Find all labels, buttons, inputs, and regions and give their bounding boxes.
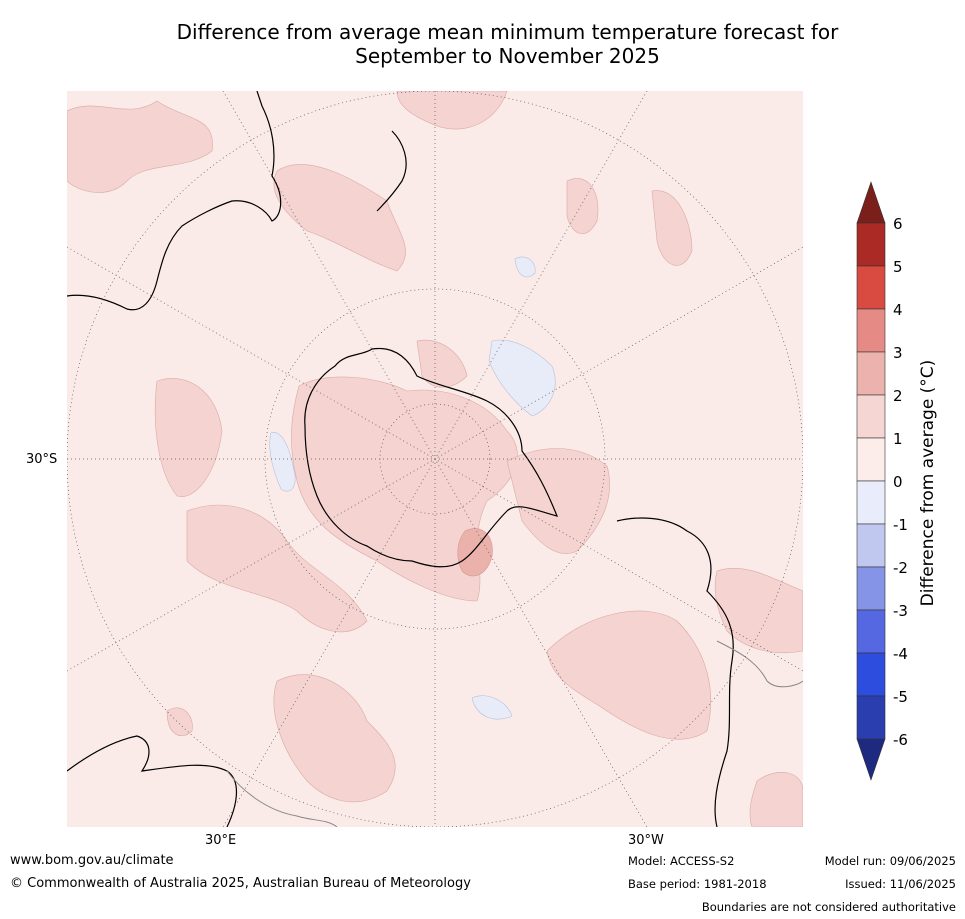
latitude-circle <box>264 288 606 630</box>
model-run-text: Model run: 09/06/2025 <box>824 854 956 868</box>
anomaly-patch <box>67 100 213 193</box>
colorbar-segment <box>856 351 886 396</box>
antarctica-coastline <box>304 347 558 568</box>
colorbar-segment <box>856 695 886 740</box>
colorbar-svg <box>856 181 886 781</box>
colorbar-tick: 4 <box>893 301 903 319</box>
anomaly-patch <box>749 772 803 827</box>
colorbar-title: Difference from average (°C) <box>918 359 938 607</box>
colorbar-segment <box>856 222 886 267</box>
anomaly-1to2-regions <box>67 91 803 827</box>
anomaly-patch <box>396 91 508 130</box>
anomaly-patch <box>273 164 406 272</box>
colorbar-segment <box>856 437 886 482</box>
colorbar-tick: -6 <box>893 731 908 749</box>
title-line-1: Difference from average mean minimum tem… <box>176 20 839 44</box>
anomaly-patch <box>488 339 556 417</box>
website-link[interactable]: www.bom.gov.au/climate <box>10 853 174 868</box>
anomaly-patch <box>714 567 803 654</box>
anomaly-patch <box>269 432 296 492</box>
colorbar <box>855 180 887 786</box>
anomaly-patch <box>651 190 693 266</box>
anomaly-patch <box>506 448 610 554</box>
colorbar-extend-min <box>856 738 886 781</box>
africa-coastline <box>67 735 238 827</box>
colorbar-tick: -2 <box>893 559 908 577</box>
anomaly-patch <box>416 339 468 388</box>
colorbar-segment <box>856 308 886 353</box>
anomaly-patch <box>154 378 223 497</box>
new-zealand-coastline <box>376 130 407 212</box>
colorbar-tick: -4 <box>893 645 908 663</box>
map-svg <box>67 91 803 827</box>
colorbar-segment <box>856 480 886 525</box>
meridian-line <box>222 91 648 827</box>
anomaly-neg1to0-regions <box>269 256 556 720</box>
lat-30s-label: 30°S <box>26 452 58 467</box>
anomaly-patch <box>514 256 536 278</box>
disclaimer-text: Boundaries are not considered authoritat… <box>701 900 956 914</box>
colorbar-tick: -5 <box>893 688 908 706</box>
lon-30e-label: 30°E <box>205 833 237 848</box>
anomaly-patch <box>471 695 513 720</box>
colorbar-segment <box>856 394 886 439</box>
colorbar-tick: -1 <box>893 516 908 534</box>
anomaly-patch <box>566 178 599 234</box>
colorbar-segment <box>856 652 886 697</box>
colorbar-segment <box>856 566 886 611</box>
anomaly-2to3-region <box>457 528 493 577</box>
anomaly-patch <box>166 707 193 736</box>
colorbar-tick: 2 <box>893 387 903 405</box>
colorbar-tick: 6 <box>893 215 903 233</box>
issued-text: Issued: 11/06/2025 <box>845 877 956 891</box>
chart-title: Difference from average mean minimum tem… <box>0 20 965 68</box>
coastlines <box>67 91 734 827</box>
colorbar-segment <box>856 609 886 654</box>
country-boundaries <box>226 640 803 827</box>
colorbar-tick: 0 <box>893 473 903 491</box>
south-america-coastline <box>616 517 734 827</box>
colorbar-segment <box>856 523 886 568</box>
colorbar-extend-max <box>856 181 886 224</box>
anomaly-patch <box>273 674 396 803</box>
colorbar-tick: 3 <box>893 344 903 362</box>
colorbar-tick: -3 <box>893 602 908 620</box>
colorbar-tick: 5 <box>893 258 903 276</box>
map-panel <box>67 91 803 827</box>
anomaly-patch <box>546 610 712 740</box>
anomaly-patch <box>186 504 368 633</box>
title-line-2: September to November 2025 <box>355 44 660 68</box>
colorbar-tick: 1 <box>893 430 903 448</box>
graticule <box>67 91 803 827</box>
base-period-text: Base period: 1981-2018 <box>628 877 767 891</box>
copyright-text: © Commonwealth of Australia 2025, Austra… <box>10 876 471 891</box>
model-text: Model: ACCESS-S2 <box>628 854 735 868</box>
lon-30w-label: 30°W <box>628 833 664 848</box>
boundary-line <box>226 770 338 827</box>
australia-coastline <box>67 91 282 311</box>
boundary-line <box>716 640 803 688</box>
colorbar-segment <box>856 265 886 310</box>
